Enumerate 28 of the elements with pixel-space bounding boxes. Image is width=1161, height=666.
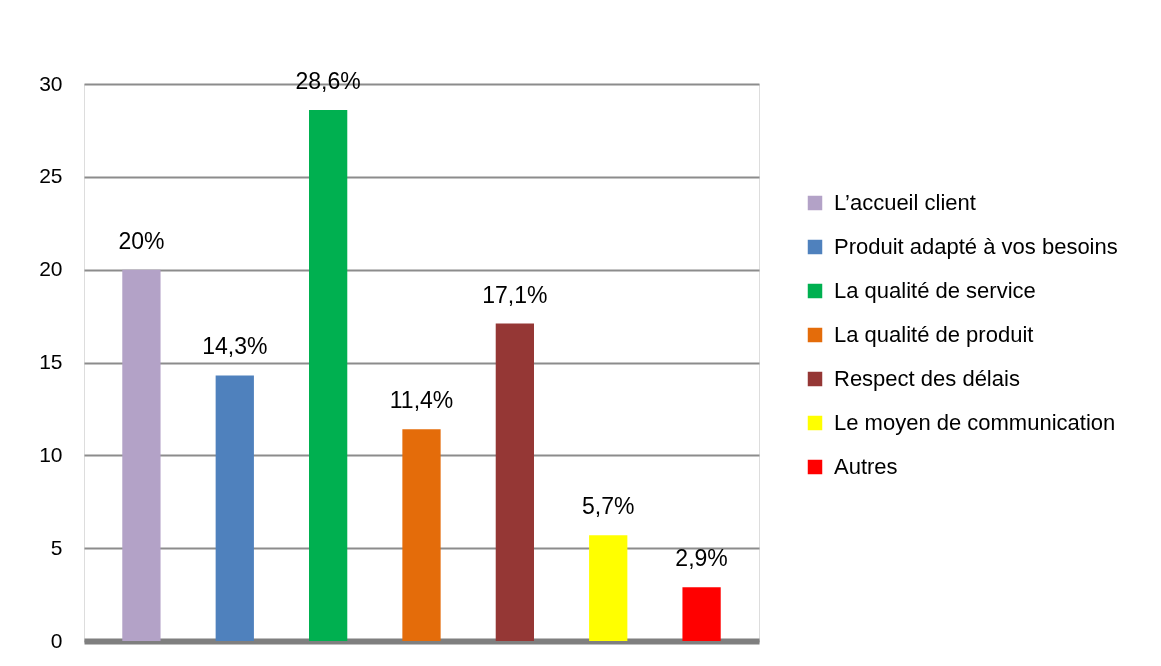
bar (215, 375, 254, 641)
legend-label: Produit adapté à vos besoins (834, 234, 1118, 259)
y-tick-label: 5 (50, 535, 63, 559)
data-label: 5,7% (582, 493, 635, 520)
bar (309, 109, 348, 641)
y-tick-label: 15 (39, 350, 63, 373)
bar (402, 429, 441, 641)
y-tick-label: 20 (39, 257, 63, 281)
data-label: 20% (118, 227, 165, 254)
legend-label: L’accueil client (834, 190, 976, 215)
data-label: 28,6% (295, 67, 361, 94)
legend-label: La qualité de service (834, 278, 1036, 303)
bar (122, 269, 161, 641)
y-tick-label: 10 (39, 442, 63, 466)
bar (589, 535, 628, 641)
legend-label: La qualité de produit (834, 322, 1034, 347)
y-tick-label: 0 (50, 628, 63, 652)
data-label: 14,3% (202, 333, 268, 360)
data-label: 17,1% (482, 281, 548, 308)
bar (495, 323, 534, 641)
data-label: 11,4% (389, 387, 454, 414)
legend-label: Le moyen de communication (834, 410, 1116, 435)
bar (682, 587, 721, 641)
data-label: 2,9% (675, 545, 728, 572)
y-tick-label: 25 (39, 164, 63, 188)
y-tick-label: 30 (39, 71, 63, 95)
legend-label: Autres (834, 454, 898, 479)
legend-label: Respect des délais (834, 366, 1020, 391)
